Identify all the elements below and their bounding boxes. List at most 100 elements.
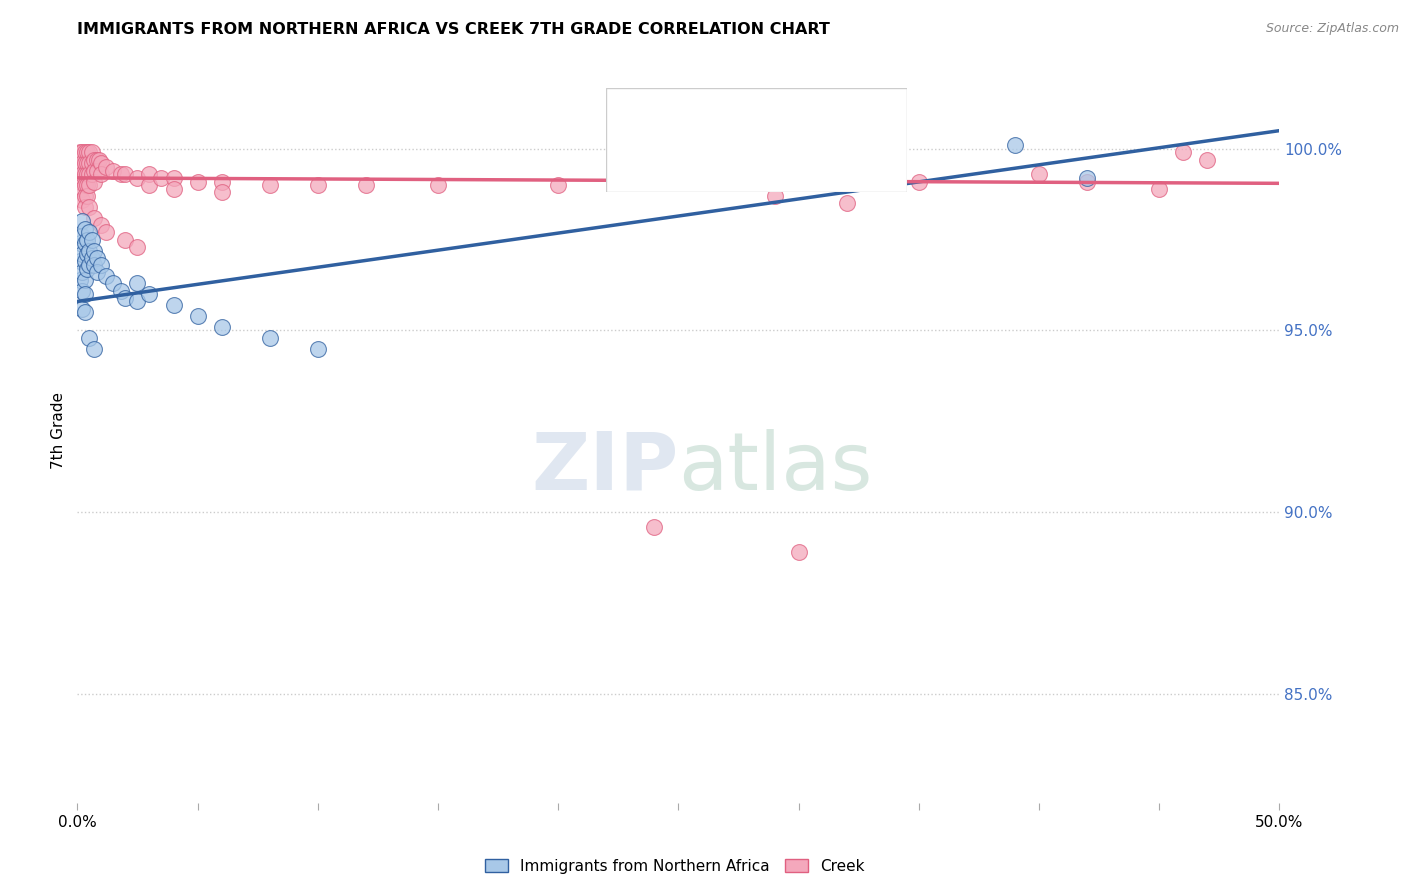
Point — [73, 236, 96, 251]
Point — [1028, 167, 1050, 181]
Legend: Immigrants from Northern Africa, Creek: Immigrants from Northern Africa, Creek — [479, 853, 870, 880]
Point — [83, 342, 105, 356]
Point — [86, 153, 108, 167]
Point — [73, 156, 96, 170]
Point — [79, 331, 101, 345]
Point — [127, 240, 149, 254]
Point — [83, 211, 105, 225]
Point — [87, 153, 110, 167]
Point — [787, 174, 810, 188]
Point — [73, 145, 96, 160]
Point — [114, 167, 136, 181]
Point — [187, 309, 209, 323]
Point — [76, 233, 98, 247]
Point — [1149, 182, 1171, 196]
Point — [76, 145, 98, 160]
Point — [127, 277, 149, 291]
Point — [138, 178, 160, 193]
Point — [73, 189, 96, 203]
Point — [354, 178, 377, 193]
Point — [307, 178, 329, 193]
Point — [90, 218, 112, 232]
Point — [162, 182, 184, 196]
Point — [96, 268, 118, 283]
Point — [150, 170, 173, 185]
Point — [70, 167, 93, 181]
Point — [211, 319, 233, 334]
Point — [83, 153, 105, 167]
Point — [76, 156, 98, 170]
Point — [547, 178, 569, 193]
Point — [1076, 170, 1098, 185]
Point — [110, 284, 132, 298]
Point — [96, 226, 118, 240]
Point — [80, 251, 103, 265]
Point — [69, 160, 91, 174]
Text: ZIP: ZIP — [531, 429, 679, 507]
Point — [70, 182, 93, 196]
Point — [96, 160, 118, 174]
Point — [70, 229, 93, 244]
Point — [79, 145, 101, 160]
Point — [103, 163, 125, 178]
Point — [80, 233, 103, 247]
Point — [307, 342, 329, 356]
Point — [69, 145, 91, 160]
Point — [90, 156, 112, 170]
Point — [787, 545, 810, 559]
Point — [83, 174, 105, 188]
Point — [259, 178, 281, 193]
Point — [138, 287, 160, 301]
Point — [79, 167, 101, 181]
Point — [70, 193, 93, 207]
Point — [70, 284, 93, 298]
Point — [79, 156, 101, 170]
Point — [86, 251, 108, 265]
Point — [83, 244, 105, 258]
Point — [79, 244, 101, 258]
Point — [103, 277, 125, 291]
Point — [79, 200, 101, 214]
Point — [162, 170, 184, 185]
Point — [110, 167, 132, 181]
Point — [211, 186, 233, 200]
Point — [70, 265, 93, 279]
Point — [73, 287, 96, 301]
Point — [69, 254, 91, 268]
Point — [70, 247, 93, 261]
Point — [70, 301, 93, 316]
Point — [1004, 138, 1026, 153]
Point — [114, 291, 136, 305]
Point — [76, 178, 98, 193]
Point — [90, 258, 112, 272]
Point — [73, 305, 96, 319]
Point — [73, 221, 96, 235]
Point — [127, 170, 149, 185]
Point — [80, 156, 103, 170]
Point — [69, 236, 91, 251]
Point — [70, 145, 93, 160]
Point — [162, 298, 184, 312]
Point — [138, 167, 160, 181]
Point — [80, 167, 103, 181]
Point — [427, 178, 450, 193]
Point — [1197, 153, 1219, 167]
Point — [76, 247, 98, 261]
Point — [86, 163, 108, 178]
Point — [127, 294, 149, 309]
Point — [668, 174, 690, 188]
Text: atlas: atlas — [679, 429, 873, 507]
Point — [83, 258, 105, 272]
Point — [114, 233, 136, 247]
Point — [73, 200, 96, 214]
Text: Source: ZipAtlas.com: Source: ZipAtlas.com — [1265, 22, 1399, 36]
Point — [70, 214, 93, 228]
Point — [73, 178, 96, 193]
Point — [73, 272, 96, 286]
Text: IMMIGRANTS FROM NORTHERN AFRICA VS CREEK 7TH GRADE CORRELATION CHART: IMMIGRANTS FROM NORTHERN AFRICA VS CREEK… — [77, 22, 830, 37]
Point — [86, 265, 108, 279]
Point — [79, 178, 101, 193]
Point — [73, 254, 96, 268]
Point — [73, 167, 96, 181]
Point — [79, 226, 101, 240]
